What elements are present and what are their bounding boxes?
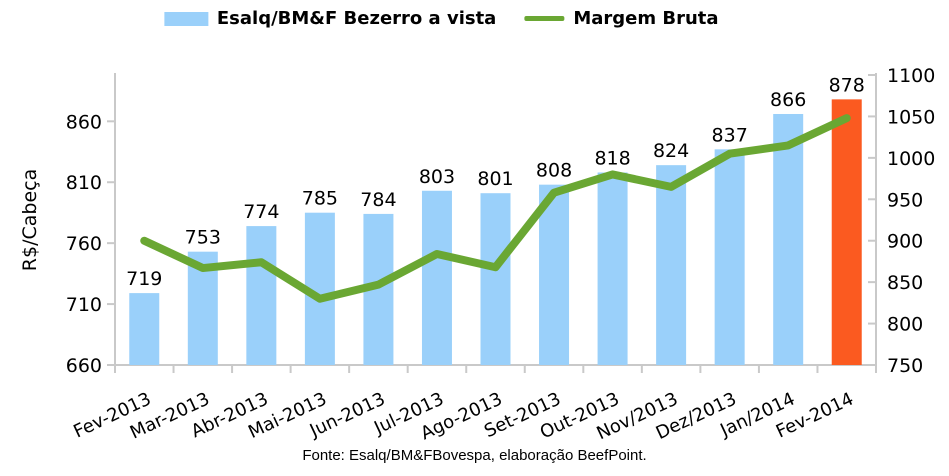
bar-value-label: 784 — [360, 189, 396, 211]
bar — [539, 184, 570, 365]
left-axis-tick-label: 660 — [66, 355, 102, 377]
right-axis-tick-label: 750 — [887, 355, 923, 377]
legend: Esalq/BM&F Bezerro a vista Margem Bruta — [163, 8, 719, 29]
bar-highlighted — [831, 99, 862, 365]
legend-bar-label: Esalq/BM&F Bezerro a vista — [216, 8, 497, 29]
right-axis-tick-label: 1050 — [887, 106, 935, 128]
bar — [246, 226, 277, 365]
bar-value-label: 824 — [653, 140, 689, 162]
bar — [714, 149, 745, 365]
bar-value-label: 803 — [419, 166, 455, 188]
legend-line-swatch-icon — [524, 16, 565, 21]
left-axis-tick-label: 760 — [66, 233, 102, 255]
source-note: Fonte: Esalq/BM&FBovespa, elaboração Bee… — [302, 447, 647, 464]
right-axis-tick-label: 850 — [887, 272, 923, 294]
right-axis-tick-label: 800 — [887, 314, 923, 336]
bar — [656, 165, 687, 365]
left-axis-title: R$/Cabeça — [19, 169, 41, 271]
left-axis-tick-label: 710 — [66, 294, 102, 316]
bar-value-label: 785 — [302, 188, 338, 210]
right-axis-tick-label: 1000 — [887, 148, 935, 170]
left-axis-tick-label: 860 — [66, 111, 102, 133]
bar-value-label: 801 — [477, 168, 513, 190]
bar — [773, 113, 804, 365]
bar-value-label: 837 — [712, 124, 748, 146]
bar — [480, 193, 511, 365]
legend-line-label: Margem Bruta — [573, 8, 719, 29]
right-axis-tick-label: 1100 — [887, 65, 935, 87]
bar-value-label: 808 — [536, 160, 572, 182]
right-axis-tick-label: 950 — [887, 189, 923, 211]
bar — [421, 190, 452, 365]
bar-value-label: 818 — [594, 147, 630, 169]
bar-value-label: 753 — [185, 227, 221, 249]
bar-value-label: 878 — [829, 74, 865, 96]
bar — [597, 172, 628, 365]
bar-value-label: 719 — [126, 268, 162, 290]
right-axis-tick-label: 900 — [887, 231, 923, 253]
bar-value-label: 866 — [770, 89, 806, 111]
bar — [129, 293, 160, 365]
bar-value-label: 774 — [243, 201, 279, 223]
left-axis-tick-label: 810 — [66, 172, 102, 194]
legend-bar-swatch-icon — [163, 11, 208, 26]
margin-line — [140, 114, 851, 303]
